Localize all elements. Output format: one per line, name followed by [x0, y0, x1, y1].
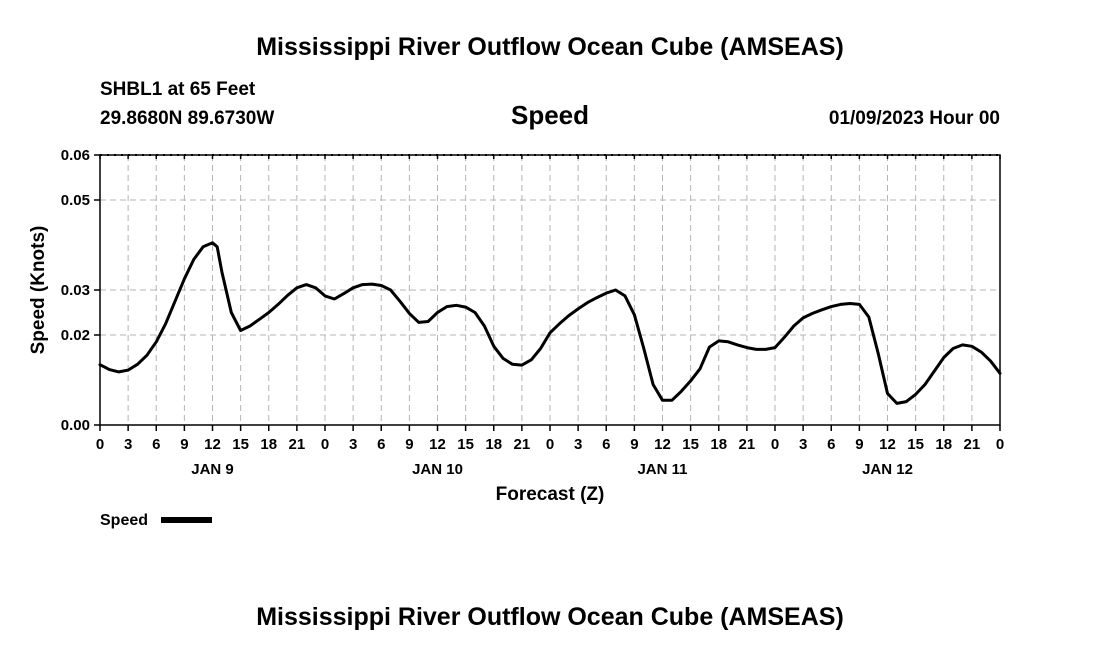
- x-tick-label: 0: [546, 436, 554, 453]
- x-tick-label: 15: [232, 436, 249, 453]
- day-label: JAN 10: [412, 461, 463, 478]
- day-label: JAN 11: [637, 461, 687, 478]
- x-tick-label: 12: [204, 436, 221, 453]
- chart-title: Mississippi River Outflow Ocean Cube (AM…: [256, 33, 844, 61]
- x-tick-label: 15: [457, 436, 474, 453]
- series-group: [98, 241, 1002, 405]
- x-tick-label: 18: [935, 436, 952, 453]
- x-tick-label: 18: [710, 436, 727, 453]
- y-axis-label: Speed (Knots): [28, 226, 49, 355]
- day-label: JAN 12: [862, 461, 913, 478]
- x-tick-label: 15: [907, 436, 924, 453]
- x-axis-label: Forecast (Z): [496, 484, 605, 505]
- x-tick-label: 6: [152, 436, 160, 453]
- x-tick-label: 0: [96, 436, 104, 453]
- x-tick-label: 9: [855, 436, 863, 453]
- y-tick-label: 0.06: [61, 147, 90, 164]
- datetime-label: 01/09/2023 Hour 00: [829, 108, 1000, 129]
- y-tick-label: 0.00: [61, 417, 90, 434]
- x-tick-label: 21: [289, 436, 306, 453]
- x-tick-label: 12: [879, 436, 896, 453]
- series-line-speed: [98, 241, 1002, 405]
- grid-lines: [100, 154, 1000, 425]
- x-tick-label: 0: [321, 436, 329, 453]
- x-tick-label: 18: [485, 436, 502, 453]
- x-tick-label: 6: [602, 436, 610, 453]
- y-axis: 0.00 0.02 0.03 0.05 0.06: [61, 147, 100, 434]
- x-tick-label: 21: [964, 436, 981, 453]
- x-tick-label: 12: [429, 436, 446, 453]
- x-tick-label: 6: [377, 436, 385, 453]
- legend-label: Speed: [100, 512, 148, 529]
- chart-title-bottom: Mississippi River Outflow Ocean Cube (AM…: [256, 603, 844, 631]
- x-tick-label: 18: [260, 436, 277, 453]
- x-tick-label: 21: [739, 436, 756, 453]
- coordinates-label: 29.8680N 89.6730W: [100, 108, 274, 129]
- x-tick-label: 9: [630, 436, 638, 453]
- y-tick-label: 0.03: [61, 282, 90, 299]
- x-axis: 0 3 6 9 12 15 18 21 0 3 6 9 12 15 18 21 0 3 6 9 12 15 18 21 0 3 6 9…: [96, 155, 1004, 478]
- day-label: JAN 9: [191, 461, 234, 478]
- x-tick-label: 3: [799, 436, 807, 453]
- x-tick-label: 21: [514, 436, 531, 453]
- x-tick-label: 9: [180, 436, 188, 453]
- x-tick-label: 0: [996, 436, 1004, 453]
- x-tick-label: 12: [654, 436, 671, 453]
- station-label: SHBL1 at 65 Feet: [100, 79, 256, 100]
- x-tick-label: 3: [574, 436, 582, 453]
- x-tick-label: 0: [771, 436, 779, 453]
- x-tick-label: 3: [124, 436, 132, 453]
- variable-title: Speed: [511, 100, 589, 130]
- x-tick-label: 3: [349, 436, 357, 453]
- x-tick-label: 15: [682, 436, 699, 453]
- x-tick-label: 6: [827, 436, 835, 453]
- y-tick-label: 0.05: [61, 192, 90, 209]
- x-tick-label: 9: [405, 436, 413, 453]
- y-tick-label: 0.02: [61, 327, 90, 344]
